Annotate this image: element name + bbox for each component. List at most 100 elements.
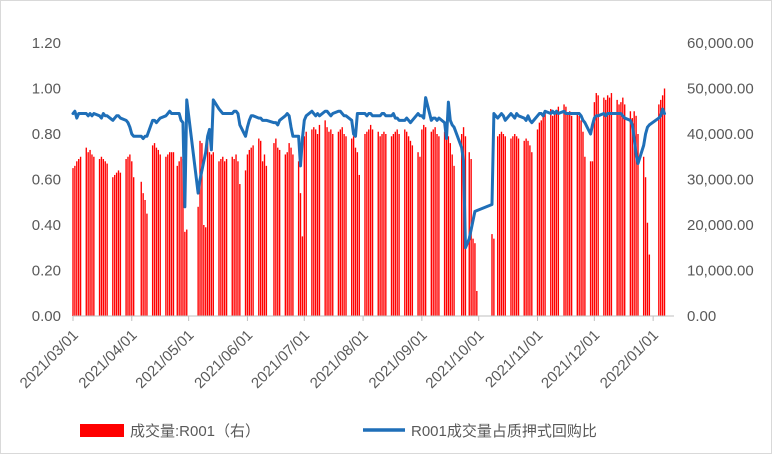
volume-bar <box>339 129 342 316</box>
ratio-line <box>71 96 667 250</box>
volume-bar <box>557 106 560 316</box>
volume-bar <box>529 145 531 317</box>
volume-bar <box>595 93 597 316</box>
volume-bar <box>78 159 80 316</box>
volume-bar <box>404 129 406 316</box>
volume-bar <box>172 152 175 316</box>
volume-bar <box>201 143 203 316</box>
volume-bar <box>165 156 167 316</box>
left-tick-label: 1.20 <box>32 35 61 52</box>
volume-bar <box>570 115 573 316</box>
line-series-layer <box>71 96 667 250</box>
volume-bar <box>525 138 527 316</box>
volume-bar <box>220 159 222 316</box>
volume-bar <box>324 120 326 316</box>
volume-bar <box>423 124 425 317</box>
volume-bar <box>517 138 520 316</box>
volume-bar <box>258 138 260 316</box>
volume-bar <box>203 225 205 316</box>
volume-bar <box>624 104 626 316</box>
volume-bar <box>445 134 448 316</box>
volume-bar <box>424 127 427 317</box>
left-axis-ticks: 0.00 0.20 0.40 0.60 0.80 1.00 1.20 <box>32 35 61 325</box>
volume-bar <box>235 154 237 316</box>
volume-bar <box>648 254 651 316</box>
volume-bar <box>605 99 607 317</box>
volume-bar <box>631 118 633 316</box>
volume-bar <box>538 122 541 317</box>
volume-bar <box>311 129 313 316</box>
volume-bar <box>159 154 161 316</box>
volume-bar <box>629 111 632 316</box>
legend: 成交量:R001（右） R001成交量占质押式回购比 <box>80 422 597 440</box>
volume-bar <box>102 159 105 316</box>
volume-bar <box>341 127 343 317</box>
volume-bar <box>597 95 599 316</box>
volume-bar <box>313 127 315 317</box>
volume-bar <box>125 159 127 316</box>
volume-bar <box>411 145 414 317</box>
volume-bar <box>512 136 514 316</box>
volume-bar <box>644 177 647 316</box>
volume-bar <box>491 234 493 316</box>
volume-bar <box>593 102 596 317</box>
volume-bar <box>510 138 512 316</box>
volume-bar <box>377 131 379 316</box>
right-tick-label: 10,000.00 <box>687 263 754 280</box>
volume-bar <box>301 236 304 317</box>
volume-bar <box>182 159 184 316</box>
volume-bar <box>197 206 199 316</box>
volume-bar <box>239 184 241 316</box>
right-axis-ticks: 0.00 10,000.00 20,000.00 30,000.00 40,000.00… <box>687 35 754 325</box>
volume-bar <box>434 127 436 317</box>
volume-bar <box>231 156 233 316</box>
volume-bar <box>223 161 226 316</box>
volume-bar <box>616 99 618 317</box>
volume-bar <box>438 136 440 316</box>
volume-bar <box>578 115 580 316</box>
volume-bar <box>93 156 95 316</box>
volume-bar <box>565 106 567 316</box>
volume-bar <box>167 154 169 316</box>
volume-bar <box>225 159 228 316</box>
volume-bar <box>576 113 578 316</box>
volume-bar <box>292 154 294 316</box>
volume-bar <box>356 152 359 316</box>
volume-bar <box>358 174 360 316</box>
volume-bar <box>129 154 131 316</box>
volume-bar <box>591 161 594 316</box>
volume-bar <box>284 154 287 316</box>
volume-bar <box>131 161 133 316</box>
right-tick-label: 40,000.00 <box>687 126 754 143</box>
volume-bar <box>352 136 355 316</box>
volume-bar <box>443 131 446 316</box>
volume-bar <box>127 156 129 316</box>
volume-bar <box>170 152 173 316</box>
volume-bar <box>277 147 279 316</box>
volume-bar <box>169 152 171 316</box>
volume-bar <box>318 124 321 317</box>
volume-bar <box>476 290 478 316</box>
volume-bar <box>74 165 76 316</box>
volume-bar <box>540 120 542 316</box>
volume-bar <box>212 152 214 316</box>
volume-bar <box>550 108 552 316</box>
volume-bar <box>104 161 106 316</box>
volume-bar <box>316 134 319 316</box>
volume-bar <box>498 134 501 316</box>
volume-bar <box>527 140 529 316</box>
volume-bar <box>72 168 74 317</box>
volume-bar <box>515 136 518 316</box>
volume-bar <box>553 113 556 316</box>
volume-bar <box>569 111 571 316</box>
left-tick-label: 0.80 <box>32 126 61 143</box>
volume-bar <box>151 145 154 317</box>
volume-bar <box>396 129 398 316</box>
volume-bar <box>606 95 609 316</box>
volume-bar <box>390 136 393 316</box>
volume-bar <box>246 154 249 316</box>
volume-bar <box>303 136 305 316</box>
volume-bar <box>248 149 251 316</box>
volume-bar <box>146 213 148 317</box>
volume-bar <box>155 147 158 316</box>
